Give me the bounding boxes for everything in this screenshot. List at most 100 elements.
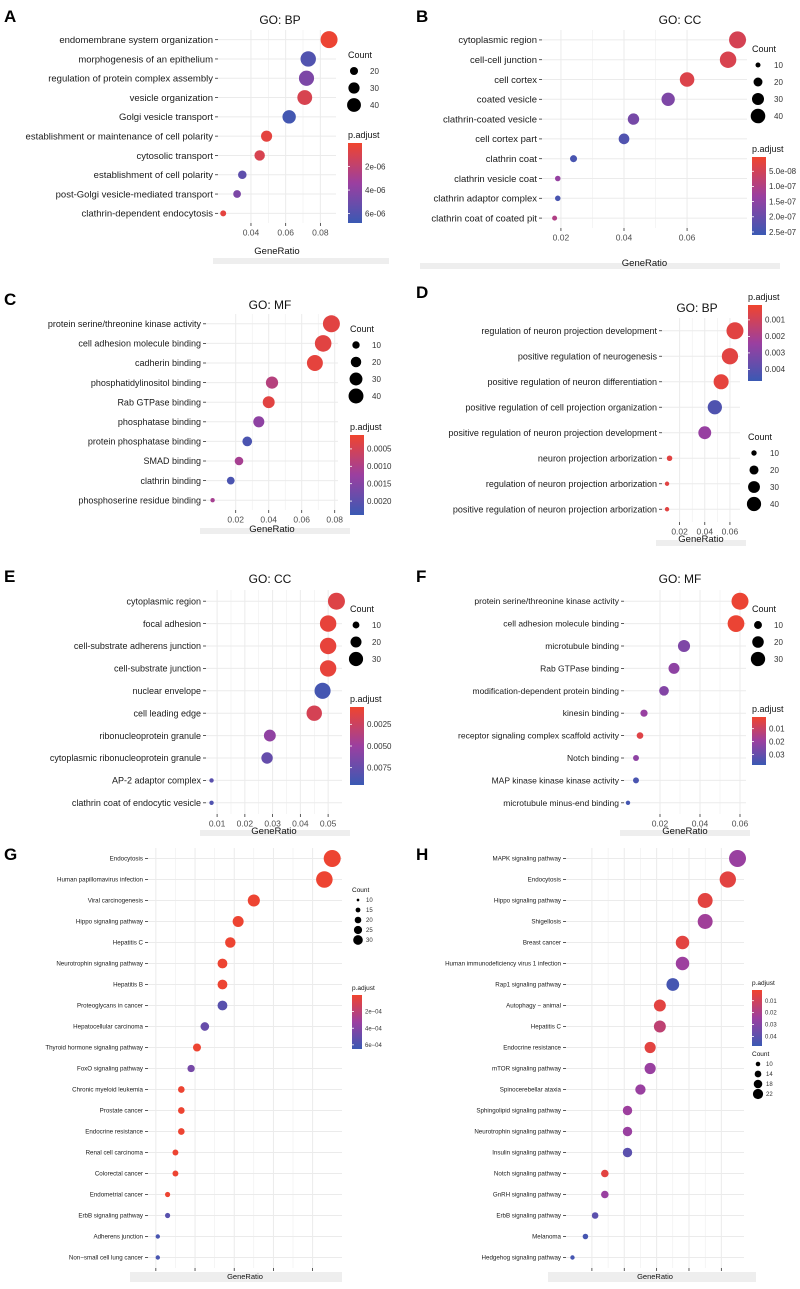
y-tick-label: AP-2 adaptor complex [112, 776, 202, 786]
data-point [698, 426, 712, 440]
y-tick-label: Rab GTPase binding [117, 397, 201, 407]
x-axis-title: GeneRatio [637, 1272, 673, 1281]
y-tick-label: clathrin coat of coated pit [431, 213, 537, 224]
count-legend-dot [352, 341, 360, 349]
data-point [622, 1147, 633, 1158]
color-legend-label: 0.0015 [367, 479, 392, 488]
data-point [217, 958, 228, 969]
data-point [675, 956, 690, 971]
y-tick-label: clathrin vesicle coat [454, 174, 537, 185]
color-legend-bar [752, 990, 762, 1046]
x-axis-title: GeneRatio [622, 258, 667, 269]
data-point [306, 355, 323, 371]
y-tick-label: cytosolic transport [136, 151, 213, 162]
y-tick-label: cell leading edge [133, 708, 201, 718]
y-tick-label: modification-dependent protein binding [473, 686, 620, 696]
data-point [618, 133, 630, 145]
data-point [233, 190, 241, 198]
y-tick-label: MAPK signaling pathway [493, 856, 562, 863]
count-legend-title: Count [748, 432, 773, 442]
data-point [697, 914, 713, 929]
color-legend-bar [352, 995, 362, 1049]
chart-title: GO: CC [249, 572, 292, 586]
panel-d: D GO: BP regulation of neuron projection d… [416, 283, 786, 546]
count-legend-dot [754, 621, 762, 629]
count-legend-dot [752, 636, 764, 648]
data-point [177, 1086, 185, 1093]
count-legend-label: 10 [372, 341, 381, 350]
y-tick-label: Hippo signaling pathway [494, 898, 562, 905]
y-tick-label: phosphatase binding [118, 417, 201, 427]
data-point [729, 31, 747, 49]
color-legend-label: 0.0020 [367, 497, 392, 506]
color-legend-title: p.adjust [350, 422, 382, 432]
axis-strip [130, 1272, 342, 1282]
panel-letter: F [416, 567, 426, 586]
chart-title: GO: BP [676, 301, 717, 315]
color-legend-label: 4e−04 [365, 1026, 383, 1032]
y-tick-label: protein serine/threonine kinase activity [474, 596, 619, 606]
axis-strip [656, 540, 746, 546]
data-point [622, 1105, 633, 1116]
color-legend-title: p.adjust [350, 694, 382, 704]
y-tick-label: positive regulation of neuron projection… [448, 428, 657, 438]
x-tick-label: 0.06 [293, 515, 310, 525]
y-tick-label: Endocrine resistance [85, 1129, 143, 1136]
x-tick-label: 0.02 [237, 819, 254, 829]
plot-area [566, 848, 744, 1268]
color-legend-label: 0.02 [769, 737, 785, 746]
data-point [261, 130, 273, 142]
color-legend-bar [752, 717, 766, 765]
data-point [661, 92, 675, 106]
data-point [242, 436, 253, 447]
count-legend-title: Count [350, 324, 375, 334]
data-point [666, 455, 673, 461]
data-point [713, 374, 729, 390]
x-tick-label: 0.03 [264, 819, 281, 829]
x-tick-label: 0.02 [227, 515, 244, 525]
data-point [625, 800, 631, 805]
data-point [636, 732, 644, 739]
y-tick-label: regulation of neuron projection developm… [481, 326, 657, 336]
y-tick-label: Renal cell carcinoma [86, 1150, 144, 1157]
y-tick-label: microtubule minus-end binding [503, 798, 619, 808]
y-tick-label: cell-substrate adherens junction [74, 641, 201, 651]
y-tick-label: cytoplasmic region [126, 596, 201, 606]
panel-letter: D [416, 283, 428, 302]
x-tick-label: 0.04 [697, 527, 714, 537]
data-point [165, 1191, 171, 1198]
y-tick-label: Prostate cancer [100, 1108, 143, 1115]
panel-letter: E [4, 567, 15, 586]
data-point [666, 978, 680, 991]
color-legend-bar [748, 305, 762, 381]
y-tick-label: clathrin-coated vesicle [443, 114, 537, 125]
axis-strip [548, 1272, 756, 1282]
count-legend-label: 10 [366, 898, 373, 904]
count-legend-label: 10 [770, 449, 779, 458]
x-axis-title: GeneRatio [254, 246, 299, 257]
panel-h: HKEGGMAPK signaling pathwayEndocytosisHi… [416, 845, 777, 1282]
x-axis-title: GeneRatio [251, 826, 296, 837]
chart-title: GO: MF [659, 572, 702, 586]
y-tick-label: MAP kinase kinase kinase activity [492, 775, 620, 785]
count-legend-label: 20 [774, 638, 783, 647]
data-point [707, 400, 722, 415]
y-tick-label: microtubule binding [545, 641, 619, 651]
axis-strip [200, 528, 350, 534]
data-point [316, 871, 333, 888]
y-tick-label: cytoplasmic region [458, 35, 537, 46]
data-point [322, 315, 340, 333]
data-point [155, 1255, 160, 1260]
count-legend-label: 18 [766, 1082, 773, 1088]
panel-f: F GO: MF protein serine/threonine kinase a… [416, 567, 785, 837]
y-tick-label: clathrin binding [140, 476, 201, 486]
y-tick-label: cell adhesion molecule binding [78, 339, 201, 349]
y-tick-label: positive regulation of neuron projection… [453, 504, 657, 514]
y-tick-label: Human immunodeficiency virus 1 infection [445, 961, 561, 968]
y-tick-label: clathrin coat of endocytic vesicle [72, 798, 201, 808]
count-legend-dot [350, 636, 362, 648]
x-tick-label: 0.08 [312, 228, 329, 238]
color-legend-title: p.adjust [352, 985, 375, 992]
panel-letter: H [416, 845, 428, 864]
data-point [263, 729, 276, 742]
